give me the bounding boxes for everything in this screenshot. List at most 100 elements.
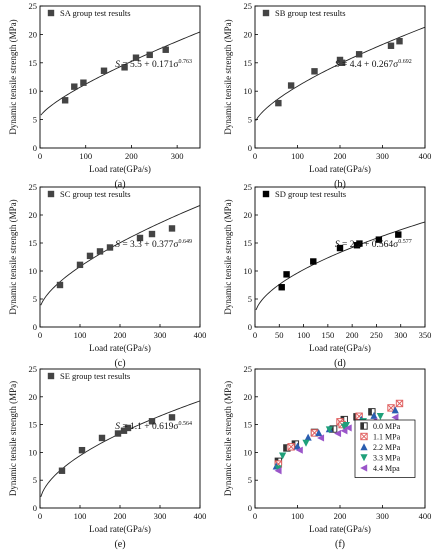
y-tick-label: 25 [29,1,38,11]
data-point-fill [283,444,287,452]
data-point [114,430,122,437]
data-point-fill [368,408,372,416]
x-tick-label: 100 [291,511,304,521]
data-point [162,46,169,53]
data-point-cross [387,404,395,412]
data-point [96,248,104,255]
y-tick-label: 10 [244,447,253,457]
legend-label: SA group test results [60,8,131,18]
panel-label: (b) [334,179,346,190]
panel-label: (e) [114,539,125,550]
data-point [287,82,295,89]
y-tick-label: 25 [244,182,253,192]
y-tick-label: 5 [33,294,37,304]
data-point [391,413,399,421]
legend-marker [360,422,368,430]
panel-label: (a) [114,179,125,190]
x-tick-label: 300 [154,511,167,521]
data-point [317,434,325,442]
panel-d: 0 50 100 150 200 250 300 350 0 5 10 15 20 25 Load rate… [223,182,431,369]
x-axis-title: Load rate(GPa/s) [89,343,151,353]
x-tick-label: 100 [291,151,304,161]
legend-label: 4.4 Mpa [373,464,400,473]
fit-equation: S = 5.5 + 0.171σ0.763 [115,59,192,70]
plot-frame-c [39,186,201,328]
equation-lhs: S [115,422,120,432]
data-point [387,404,395,412]
x-tick-label: 100 [79,151,92,161]
y-tick-label: 20 [244,210,253,220]
data-point [344,424,352,432]
data-point-fill [353,413,357,421]
equation-body: = 4.4 + 0.267σ [340,60,399,70]
panel-e: 0 100 200 300 400 0 5 10 15 20 25 Load rate(GPa/s) D… [8,364,206,550]
panel-b: 0 100 200 300 400 0 5 10 15 20 25 Load rate(GPa/s) D… [223,1,431,190]
plot-frame-a [39,5,201,149]
legend-marker [47,372,55,380]
data-point [136,234,144,242]
x-axis-title: Load rate(GPa/s) [89,164,151,174]
data-point [168,414,176,421]
data-point [340,427,348,435]
data-point [293,442,302,450]
y-tick-label: 10 [244,86,253,96]
data-point [376,413,384,421]
data-point [311,68,318,75]
data-point [278,284,285,291]
legend-marker-fill [360,422,364,430]
x-axis-title: Load rate(GPa/s) [309,343,371,353]
y-tick-label: 25 [244,1,253,11]
data-point [274,467,282,475]
data-point [396,38,403,45]
x-tick-label: 200 [334,151,347,161]
x-tick-label: 100 [74,511,87,521]
x-tick-label: 400 [194,511,207,521]
fit-curve-d [255,221,426,311]
data-point [387,42,395,49]
x-tick-label: 300 [171,151,184,161]
x-axis-title: Load rate(GPa/s) [89,524,151,534]
data-point [148,418,156,425]
y-tick-label: 5 [33,115,37,125]
y-tick-label: 15 [244,58,253,68]
x-tick-label: 300 [376,511,389,521]
data-point [342,421,350,429]
equation-body: = 2.2 + 0.564σ [340,240,399,250]
data-point [315,429,323,437]
data-point [275,99,282,107]
data-point [56,281,64,289]
y-tick-label: 0 [248,322,252,332]
x-tick-label: 400 [419,151,432,161]
plot-frame-d [254,186,426,328]
y-tick-label: 5 [33,475,37,485]
data-point [132,54,140,61]
data-point [106,244,114,251]
data-point [86,252,94,260]
data-point [78,446,86,454]
fit-equation: S = 2.2 + 0.564σ0.577 [335,239,412,250]
data-point [302,439,310,447]
fit-equation: S = 3.3 + 0.377σ0.649 [115,239,192,250]
data-point [58,467,66,474]
equation-body: = 1.1 + 0.619σ [120,422,179,432]
x-tick-label: 100 [297,330,310,340]
data-point [338,59,346,66]
series-e-0 [58,414,176,474]
data-point-cross [287,443,295,451]
legend-label: 1.1 MPa [373,433,401,442]
equation-exponent: 0.649 [179,239,193,245]
data-point [80,79,87,86]
x-axis-title: Load rate(GPa/s) [309,164,371,174]
y-axis-title: Dynamic tensile strength (MPa) [8,19,18,134]
data-point [310,258,317,265]
y-tick-label: 15 [244,420,253,430]
series-f-4 [274,413,399,475]
y-axis-title: Dynamic tensile strength (MPa) [223,19,233,134]
y-tick-label: 5 [248,294,252,304]
y-tick-label: 0 [33,503,37,513]
y-tick-label: 10 [29,86,38,96]
data-point [100,67,108,74]
x-tick-label: 300 [394,330,407,340]
y-tick-label: 0 [33,322,37,332]
y-tick-label: 15 [244,238,253,248]
